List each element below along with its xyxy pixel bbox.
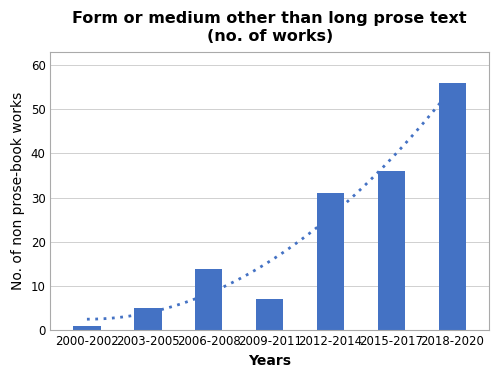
- Bar: [73, 326, 101, 330]
- Bar: [317, 193, 344, 330]
- X-axis label: Years: Years: [248, 354, 291, 368]
- Bar: [378, 171, 405, 330]
- Bar: [195, 268, 222, 330]
- Bar: [134, 309, 162, 330]
- Y-axis label: No. of non prose-book works: No. of non prose-book works: [11, 92, 25, 290]
- Bar: [438, 83, 466, 330]
- Title: Form or medium other than long prose text
(no. of works): Form or medium other than long prose tex…: [72, 11, 467, 44]
- Bar: [256, 299, 283, 330]
